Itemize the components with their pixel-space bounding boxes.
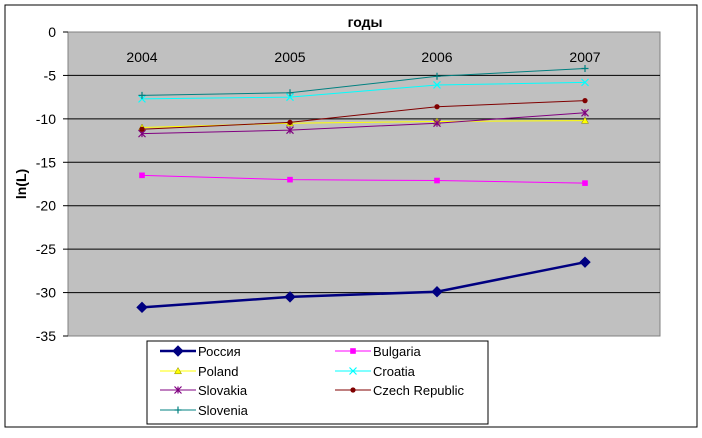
data-point	[581, 78, 589, 87]
series-line	[141, 112, 586, 135]
data-point	[139, 172, 145, 179]
data-point	[434, 104, 440, 110]
series-slovenia	[138, 64, 589, 99]
legend-label: Bulgaria	[373, 344, 421, 359]
data-point	[286, 89, 294, 97]
series-bulgaria	[139, 172, 588, 186]
legend-entry: Slovenia	[160, 403, 249, 418]
y-tick-label: -35	[36, 328, 56, 344]
series-layer	[136, 64, 591, 314]
data-point	[287, 176, 293, 183]
y-tick-label: -25	[36, 241, 56, 257]
x-axis-ticks: 2004 2005 2006 2007	[126, 49, 600, 65]
data-point	[174, 406, 182, 414]
legend-label: Czech Republic	[373, 383, 465, 398]
series-line	[141, 260, 586, 309]
data-point	[174, 366, 182, 375]
legend-label: Slovenia	[198, 403, 249, 418]
data-point	[286, 126, 294, 135]
series-slovakia	[138, 108, 589, 138]
legend-entry: Bulgaria	[335, 344, 421, 359]
series-line	[141, 100, 586, 130]
data-point	[579, 256, 591, 268]
data-point	[136, 301, 148, 314]
y-tick-label: -5	[44, 67, 57, 83]
legend-label: Croatia	[373, 364, 416, 379]
x-tick-label: 2005	[274, 49, 305, 65]
y-axis-label: ln(L)	[13, 169, 29, 199]
data-point	[174, 386, 182, 394]
legend-entry: Россия	[160, 344, 241, 359]
data-point	[433, 72, 441, 80]
legend-entry: Poland	[160, 364, 238, 379]
chart-title: годы	[348, 14, 383, 30]
x-tick-label: 2007	[569, 49, 600, 65]
series-россия	[136, 256, 591, 314]
data-point	[431, 285, 443, 298]
data-point	[349, 367, 357, 375]
y-axis-ticks: 0 -5 -10 -15 -20 -25 -30 -35	[36, 24, 68, 344]
x-tick-label: 2006	[421, 49, 452, 65]
data-point	[139, 126, 145, 132]
series-czech-republic	[139, 97, 588, 132]
data-point	[581, 116, 589, 124]
series-croatia	[138, 78, 589, 103]
data-point	[433, 81, 441, 89]
y-tick-label: -10	[36, 111, 56, 127]
data-point	[287, 119, 293, 125]
legend: Россия Bulgaria Poland Croatia Slovakia Czech…	[160, 344, 465, 418]
data-point	[350, 387, 356, 393]
data-point	[581, 64, 589, 72]
y-tick-label: -30	[36, 285, 56, 301]
x-tick-label: 2004	[126, 49, 157, 65]
data-point	[350, 348, 356, 354]
series-line	[141, 67, 586, 96]
y-tick-label: -20	[36, 198, 56, 214]
data-point	[434, 177, 440, 184]
series-line	[141, 174, 586, 184]
series-line	[141, 81, 586, 100]
data-point	[172, 345, 184, 357]
plot-area	[67, 31, 661, 337]
data-point	[286, 93, 294, 102]
data-point	[581, 108, 589, 117]
data-point	[138, 91, 146, 99]
legend-box	[146, 340, 489, 425]
legend-label: Россия	[198, 344, 241, 359]
legend-label: Poland	[198, 364, 238, 379]
y-tick-label: 0	[48, 24, 56, 40]
legend-entry: Croatia	[335, 364, 416, 379]
y-tick-label: -15	[36, 154, 56, 170]
data-point	[433, 119, 441, 128]
data-point	[284, 291, 296, 303]
legend-entry: Slovakia	[160, 383, 248, 398]
data-point	[582, 97, 588, 104]
legend-label: Slovakia	[198, 383, 248, 398]
data-point	[582, 180, 588, 186]
legend-entry: Czech Republic	[335, 383, 465, 398]
gridlines	[68, 74, 660, 294]
